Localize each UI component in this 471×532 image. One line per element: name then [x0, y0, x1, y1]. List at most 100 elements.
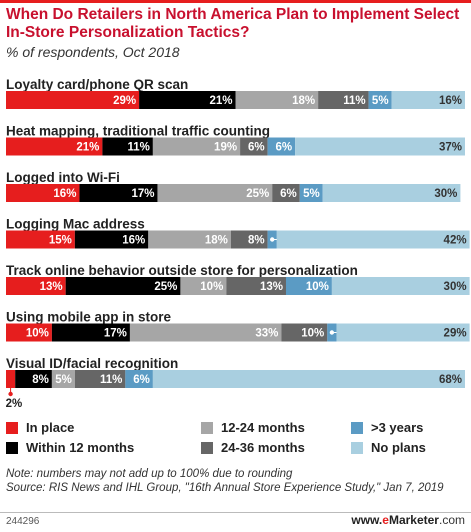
value-label: 6%	[280, 188, 297, 200]
bar-segment	[102, 137, 153, 156]
bar-segment	[285, 277, 332, 295]
callout-dot	[329, 330, 335, 335]
value-label: 29%	[113, 95, 136, 107]
value-label: 2%	[6, 398, 23, 410]
value-label: 42%	[444, 235, 467, 247]
legend-item: >3 years	[351, 420, 423, 435]
legend-swatch	[6, 441, 18, 454]
value-label: 25%	[154, 281, 177, 293]
bar-segment	[125, 370, 153, 388]
bar-segment	[267, 137, 296, 156]
legend-label: 24-36 months	[221, 440, 305, 455]
value-label: 13%	[40, 281, 63, 293]
bar-segment	[331, 277, 470, 295]
legend-swatch	[351, 421, 363, 434]
legend-label: >3 years	[371, 420, 424, 435]
emarketer-logo: www.eMarketer.com	[351, 513, 465, 527]
category-label: Logging Mac address	[6, 217, 145, 232]
legend-label: No plans	[371, 440, 426, 455]
value-label: 68%	[439, 374, 462, 386]
bar-segment	[322, 184, 461, 202]
bar-segment	[240, 137, 268, 156]
legend-label: In place	[26, 420, 75, 435]
value-label: 37%	[439, 142, 462, 154]
bar-segment	[15, 370, 52, 388]
value-label: 30%	[444, 281, 467, 293]
value-label: 33%	[255, 328, 278, 340]
stacked-bar-chart: Loyalty card/phone QR scan 29% 21% 18% 11% 5%…	[6, 77, 470, 410]
value-label: 10%	[200, 281, 223, 293]
bar-segment	[65, 277, 181, 295]
bar-segment	[51, 370, 75, 388]
bar-segment	[6, 91, 140, 109]
bar-segment	[6, 137, 103, 156]
bar-segment	[148, 230, 231, 249]
bar-segment	[6, 323, 52, 342]
legend-item: 12-24 months	[201, 420, 305, 435]
legend-item: 24-36 months	[201, 440, 305, 455]
value-label: 5%	[303, 188, 320, 200]
legend-label: 12-24 months	[221, 420, 305, 435]
value-label: 13%	[260, 281, 283, 293]
value-label: 16%	[439, 95, 462, 107]
chart-legend: In place Within 12 months 12-24 months 24-3…	[6, 420, 466, 466]
value-label: 5%	[55, 374, 72, 386]
note-text: Note: numbers may not add up to 100% due…	[6, 468, 293, 480]
chart-id: 244296	[6, 516, 40, 527]
category-label: Logged into Wi-Fi	[6, 170, 120, 185]
source-text: Source: RIS News and IHL Group, "16th An…	[6, 482, 444, 494]
bar-segment	[152, 370, 465, 388]
value-label: 6%	[248, 142, 265, 154]
bar-segment	[230, 230, 268, 249]
bar-segment	[6, 184, 80, 202]
bar-segment	[74, 230, 149, 249]
chart-title: When Do Retailers in North America Plan …	[6, 6, 460, 41]
value-label: 29%	[444, 328, 467, 340]
value-label: 21%	[76, 142, 99, 154]
value-label: 6%	[133, 374, 150, 386]
bar-segment	[318, 91, 369, 109]
legend-item: In place	[6, 420, 74, 435]
legend-item: No plans	[351, 440, 426, 455]
chart-subtitle: % of respondents, Oct 2018	[6, 44, 180, 60]
legend-swatch	[201, 441, 213, 454]
bar-segment	[152, 137, 241, 156]
bar-segment	[235, 91, 319, 109]
legend-item: Within 12 months	[6, 440, 134, 455]
bar-segment	[295, 137, 465, 156]
bar-segment	[368, 91, 392, 109]
value-label: 18%	[205, 235, 228, 247]
bar-segment	[281, 323, 328, 342]
bar-segment	[180, 277, 227, 295]
category-label: Track online behavior outside store for …	[6, 263, 358, 278]
value-label: 5%	[372, 95, 389, 107]
value-label: 16%	[53, 188, 76, 200]
footnote: Note: numbers may not add up to 100% due…	[6, 467, 466, 495]
category-label: Using mobile app in store	[6, 310, 172, 325]
value-label: 10%	[26, 328, 49, 340]
value-label: 30%	[434, 188, 457, 200]
bar-segment	[336, 323, 470, 342]
legend-swatch	[6, 421, 18, 434]
legend-label: Within 12 months	[26, 440, 135, 455]
value-label: 17%	[104, 328, 127, 340]
legend-swatch	[351, 441, 363, 454]
callout-dot	[8, 391, 13, 397]
value-label: 6%	[276, 142, 293, 154]
value-label: 19%	[214, 142, 237, 154]
bar-segment	[391, 91, 465, 109]
value-label: 8%	[32, 374, 49, 386]
value-label: 15%	[49, 235, 72, 247]
bar-segment	[276, 230, 470, 249]
bar-segment	[6, 277, 66, 295]
top-accent-rule	[0, 0, 471, 3]
value-label: 25%	[246, 188, 269, 200]
bar-segment	[157, 184, 273, 202]
value-label: 8%	[248, 235, 265, 247]
category-label: Loyalty card/phone QR scan	[6, 77, 188, 92]
category-label: Visual ID/facial recognition	[6, 356, 178, 371]
value-label: 10%	[301, 328, 324, 340]
value-label: 10%	[306, 281, 329, 293]
bar-segment	[299, 184, 323, 202]
bar-segment	[51, 323, 130, 342]
